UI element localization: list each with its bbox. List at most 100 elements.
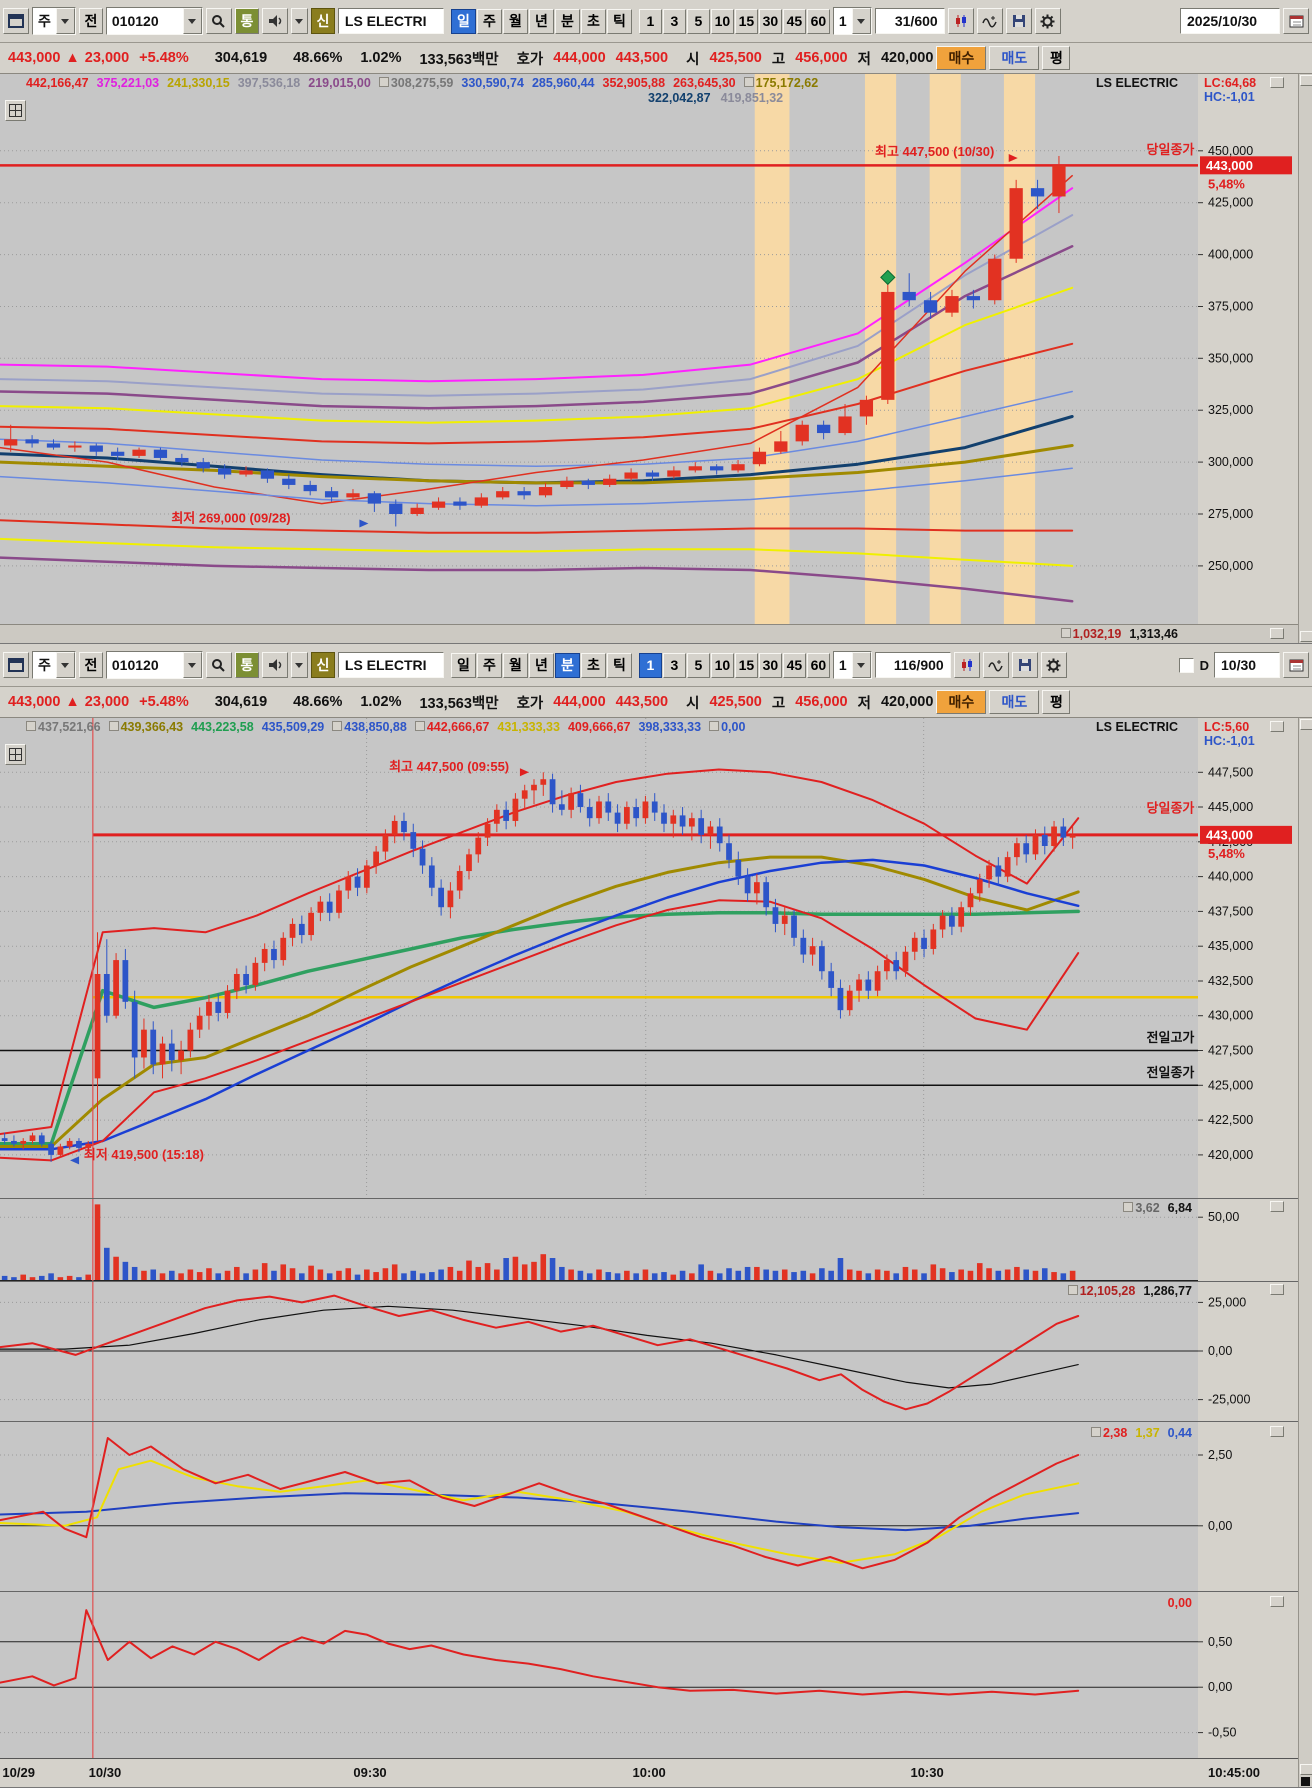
- minute-tab-5[interactable]: 5: [686, 652, 710, 678]
- minute-tab-3[interactable]: 3: [662, 652, 686, 678]
- panel-toggle-button[interactable]: [1270, 77, 1284, 88]
- tong-button[interactable]: 통: [234, 652, 259, 678]
- save-icon[interactable]: [1005, 8, 1032, 34]
- panel-toggle-button[interactable]: [1270, 721, 1284, 732]
- period-tab-년[interactable]: 년: [528, 8, 554, 34]
- scroll-down-button[interactable]: [1300, 631, 1312, 642]
- minute-tab-45[interactable]: 45: [782, 652, 806, 678]
- minute-price-chart[interactable]: 447,500445,000442,500440,000437,500435,0…: [0, 718, 1298, 1198]
- period-tab-주[interactable]: 주: [476, 8, 502, 34]
- panel-toggle-button[interactable]: [1270, 1596, 1284, 1607]
- buy-button[interactable]: 매수: [936, 690, 987, 714]
- avg-button[interactable]: 평: [1042, 690, 1071, 714]
- search-icon[interactable]: [205, 8, 232, 34]
- minute-tab-15[interactable]: 15: [734, 652, 758, 678]
- period-tab-월[interactable]: 월: [502, 8, 528, 34]
- minute-tab-5[interactable]: 5: [686, 8, 710, 34]
- panel-toggle-button[interactable]: [1270, 1201, 1284, 1212]
- avg-button[interactable]: 평: [1042, 46, 1071, 70]
- sell-button[interactable]: 매도: [989, 690, 1040, 714]
- period-tab-틱[interactable]: 틱: [606, 8, 632, 34]
- stock-code-value: 010120: [111, 13, 159, 29]
- daily-price-chart[interactable]: 450,000 425,000 400,000 375,000 350,000 325,0…: [0, 74, 1298, 624]
- window-icon[interactable]: [3, 652, 29, 678]
- open-price: 425,500: [709, 694, 762, 710]
- tong-button[interactable]: 통: [234, 8, 259, 34]
- speaker-icon[interactable]: [261, 652, 288, 678]
- speaker-icon[interactable]: [261, 8, 288, 34]
- period-tab-년[interactable]: 년: [528, 652, 554, 678]
- speaker-dropdown-icon[interactable]: [290, 652, 308, 678]
- period-tab-틱[interactable]: 틱: [606, 652, 632, 678]
- stock-code-select[interactable]: 010120: [105, 651, 203, 679]
- right-scroll-strip[interactable]: [1298, 74, 1312, 643]
- scroll-up-button[interactable]: [1300, 719, 1312, 730]
- stock-name-field[interactable]: LS ELECTRI: [337, 652, 444, 678]
- window-icon[interactable]: [3, 8, 29, 34]
- panel-toggle-button[interactable]: [1270, 1284, 1284, 1295]
- stock-code-select[interactable]: 010120: [105, 7, 203, 35]
- minute-tab-1[interactable]: 1: [638, 652, 662, 678]
- d-checkbox[interactable]: [1178, 657, 1194, 673]
- scale-select[interactable]: 1: [832, 7, 872, 35]
- minute-tab-3[interactable]: 3: [662, 8, 686, 34]
- panel-toggle-button[interactable]: [1270, 628, 1284, 639]
- wave-tool-icon[interactable]: [976, 8, 1003, 34]
- calendar-icon[interactable]: [1283, 8, 1309, 34]
- minute-tab-10[interactable]: 10: [710, 8, 734, 34]
- candle-tool-icon[interactable]: [953, 652, 980, 678]
- chart-type-select[interactable]: 주: [32, 7, 76, 35]
- gear-icon[interactable]: [1034, 8, 1061, 34]
- jeon-button[interactable]: 전: [78, 8, 103, 34]
- panel-toggle-button[interactable]: [1270, 1426, 1284, 1437]
- save-icon[interactable]: [1011, 652, 1038, 678]
- minute-tab-1[interactable]: 1: [638, 8, 662, 34]
- buy-button[interactable]: 매수: [936, 46, 987, 70]
- period-tab-월[interactable]: 월: [502, 652, 528, 678]
- period-tab-주[interactable]: 주: [476, 652, 502, 678]
- volume-chart[interactable]: 50,00: [0, 1198, 1298, 1281]
- minute-tab-15[interactable]: 15: [734, 8, 758, 34]
- speaker-dropdown-icon[interactable]: [290, 8, 308, 34]
- date-field[interactable]: 2025/10/30: [1180, 8, 1280, 34]
- chart-type-select[interactable]: 주: [32, 651, 76, 679]
- jeon-button[interactable]: 전: [78, 652, 103, 678]
- y-tick-label: 425,000: [1208, 196, 1253, 210]
- minute-tab-30[interactable]: 30: [758, 652, 782, 678]
- scale-select[interactable]: 1: [832, 651, 872, 679]
- minute-tab-60[interactable]: 60: [806, 8, 830, 34]
- right-scroll-strip[interactable]: [1298, 718, 1312, 1787]
- minute-tab-45[interactable]: 45: [782, 8, 806, 34]
- minute-tab-30[interactable]: 30: [758, 8, 782, 34]
- wave-tool-icon[interactable]: [982, 652, 1009, 678]
- y-tick-label: 0,00: [1208, 1344, 1232, 1358]
- corner-resize-handle[interactable]: [1301, 1777, 1310, 1786]
- oscillator-1-chart[interactable]: 25,000 0,00 -25,000: [0, 1281, 1298, 1421]
- scroll-down-button[interactable]: [1300, 1764, 1312, 1775]
- period-tab-초[interactable]: 초: [580, 652, 606, 678]
- grid-tool-icon[interactable]: [5, 744, 26, 765]
- search-icon[interactable]: [205, 652, 232, 678]
- candle-tool-icon[interactable]: [947, 8, 974, 34]
- oscillator-2-chart[interactable]: 2,50 0,00: [0, 1421, 1298, 1591]
- gear-icon[interactable]: [1040, 652, 1067, 678]
- minute-tab-10[interactable]: 10: [710, 652, 734, 678]
- period-tab-분[interactable]: 분: [554, 8, 580, 34]
- y-tick-label: 375,000: [1208, 300, 1253, 314]
- date-field[interactable]: 10/30: [1214, 652, 1280, 678]
- period-tab-일[interactable]: 일: [450, 652, 476, 678]
- oscillator-3-chart[interactable]: 0,50 0,00 -0,50: [0, 1591, 1298, 1758]
- grid-tool-icon[interactable]: [5, 100, 26, 121]
- annotation-arrow-icon: [519, 768, 529, 777]
- diamond-marker: [880, 269, 896, 286]
- period-tab-분[interactable]: 분: [554, 652, 580, 678]
- stock-name-field[interactable]: LS ELECTRI: [337, 8, 444, 34]
- scroll-up-button[interactable]: [1300, 75, 1312, 86]
- sell-button[interactable]: 매도: [989, 46, 1040, 70]
- chevron-down-icon: [182, 8, 202, 34]
- period-tab-초[interactable]: 초: [580, 8, 606, 34]
- period-tab-일[interactable]: 일: [450, 8, 476, 34]
- calendar-icon[interactable]: [1283, 652, 1309, 678]
- minute-tab-60[interactable]: 60: [806, 652, 830, 678]
